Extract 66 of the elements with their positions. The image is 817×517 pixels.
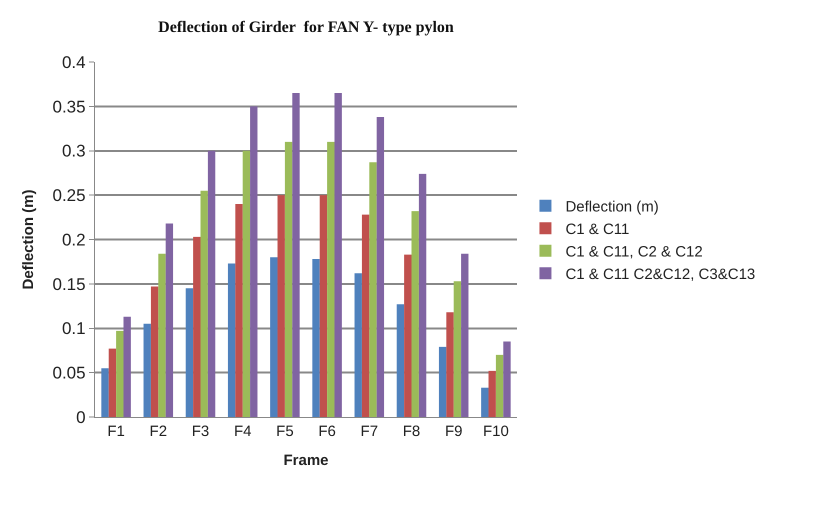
bar — [327, 142, 334, 417]
bar — [438, 346, 446, 417]
x-tick-label: F5 — [276, 423, 294, 440]
x-tick-label: F1 — [107, 423, 125, 440]
y-tick-label: 0.2 — [62, 230, 86, 250]
x-tick-label: F7 — [360, 423, 378, 440]
bar — [270, 257, 278, 417]
bar — [166, 224, 174, 417]
bar — [108, 348, 116, 417]
bar — [150, 286, 158, 417]
y-tick-label: 0 — [76, 408, 86, 427]
bar — [228, 263, 236, 417]
bar — [186, 288, 194, 417]
x-tick-label: F9 — [444, 423, 462, 440]
bar — [496, 354, 504, 417]
y-tick-label: 0.35 — [52, 97, 86, 116]
x-tick-label: F2 — [150, 423, 168, 440]
bar — [354, 273, 362, 417]
chart-title: Deflection of Girder for FAN Y- type pylon — [158, 18, 454, 36]
bar — [320, 195, 328, 417]
bar — [503, 342, 511, 417]
bar — [396, 304, 404, 417]
bar — [144, 324, 151, 417]
x-tick-label: F10 — [482, 423, 509, 440]
bar — [235, 204, 243, 417]
bar — [101, 368, 109, 417]
bar — [312, 259, 320, 417]
bar — [250, 106, 258, 417]
bar — [158, 254, 166, 417]
bar — [418, 174, 426, 417]
y-tick-label: 0.15 — [52, 274, 86, 294]
x-tick-label: F3 — [192, 423, 210, 440]
bar — [123, 316, 131, 417]
y-tick-label: 0.1 — [62, 319, 86, 338]
legend-label: C1 & C11 — [565, 221, 630, 238]
bar — [284, 142, 292, 417]
bar — [461, 254, 468, 417]
bar — [454, 281, 462, 417]
bar — [369, 162, 377, 417]
legend-label: C1 & C11 C2&C12, C3&C13 — [565, 266, 756, 284]
bar — [334, 93, 342, 417]
bar — [116, 330, 124, 417]
bar — [481, 388, 489, 417]
x-axis-title: Frame — [283, 452, 329, 469]
bar — [193, 236, 200, 417]
bar — [200, 190, 208, 417]
bar — [208, 150, 216, 417]
bar — [242, 150, 250, 417]
y-tick-label: 0.4 — [62, 52, 86, 72]
bar — [292, 93, 300, 417]
x-tick-label: F4 — [234, 423, 252, 440]
y-tick-label: 0.05 — [52, 364, 86, 383]
x-tick-label: F8 — [402, 423, 420, 440]
y-axis-title: Deflection (m) — [20, 189, 37, 290]
bar — [488, 370, 496, 417]
y-tick-label: 0.25 — [52, 186, 86, 206]
bar — [376, 117, 384, 417]
bar — [446, 312, 454, 417]
bar — [278, 195, 285, 417]
bar — [412, 211, 419, 417]
legend-label: C1 & C11, C2 & C12 — [565, 244, 703, 261]
y-tick-label: 0.3 — [62, 142, 86, 161]
legend-label: Deflection (m) — [565, 198, 659, 216]
bar — [404, 254, 412, 417]
bar — [362, 214, 370, 417]
x-tick-label: F6 — [318, 423, 336, 440]
